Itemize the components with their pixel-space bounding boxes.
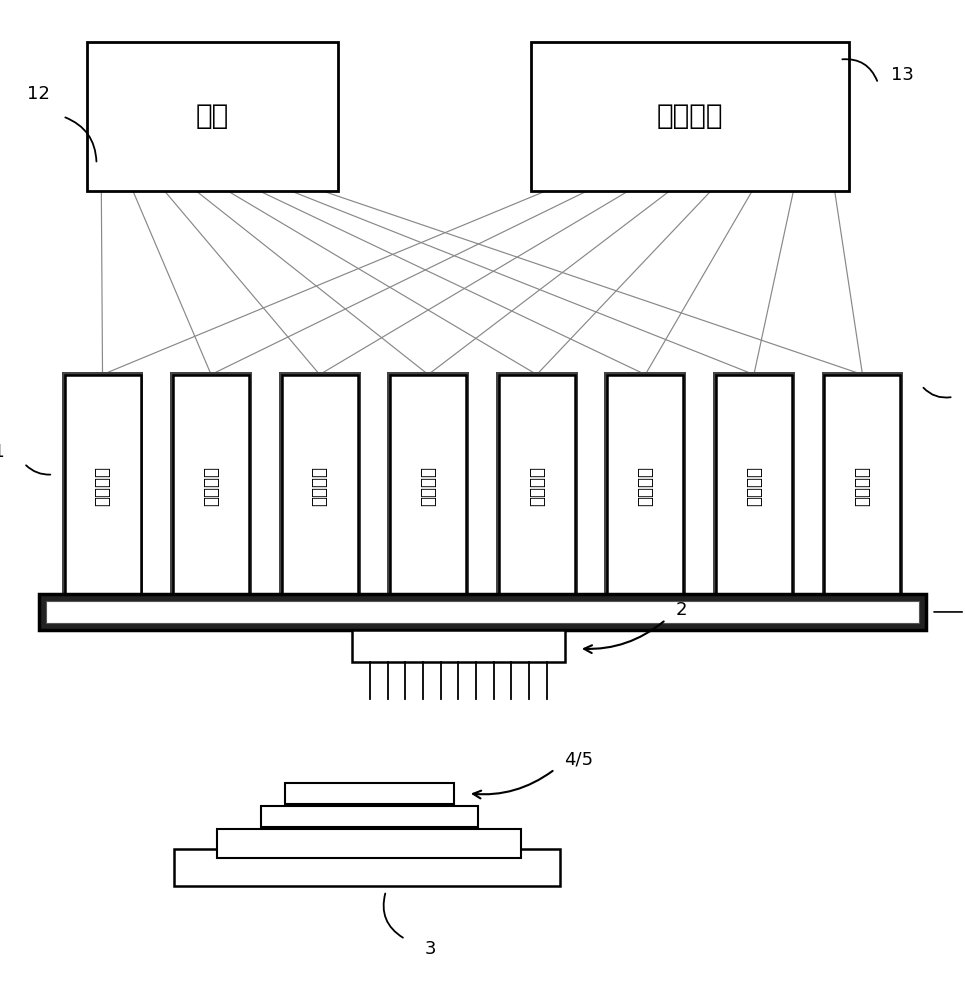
Text: 11: 11 [0, 443, 5, 461]
Text: 测试主机: 测试主机 [657, 102, 723, 130]
Bar [387, 372, 469, 599]
Bar [496, 372, 578, 599]
Bar [173, 375, 249, 596]
Text: 4/5: 4/5 [565, 751, 593, 769]
Text: 13: 13 [891, 66, 914, 84]
Bar [282, 375, 358, 596]
Bar [604, 372, 686, 599]
Text: 测试主板: 测试主板 [94, 466, 112, 506]
Text: 测试主板: 测试主板 [528, 466, 546, 506]
Bar [352, 630, 565, 662]
Bar [279, 372, 361, 599]
Bar [170, 372, 252, 599]
Bar [285, 783, 454, 804]
Bar [531, 42, 849, 191]
Bar [87, 42, 338, 191]
Text: 测试主板: 测试主板 [636, 466, 654, 506]
Text: 2: 2 [676, 601, 687, 619]
Bar [39, 594, 926, 630]
Bar [499, 375, 575, 596]
Text: 电源: 电源 [196, 102, 229, 130]
Text: 12: 12 [27, 85, 50, 103]
Bar [390, 375, 466, 596]
Text: 测试主板: 测试主板 [311, 466, 329, 506]
Bar [824, 375, 900, 596]
Bar [713, 372, 795, 599]
Text: 3: 3 [425, 940, 436, 958]
Text: 测试主板: 测试主板 [202, 466, 220, 506]
Bar [217, 829, 521, 858]
Bar [607, 375, 683, 596]
Bar [716, 375, 792, 596]
Bar [65, 375, 141, 596]
Text: 测试主板: 测试主板 [853, 466, 871, 506]
Bar [174, 849, 560, 886]
Text: 测试主板: 测试主板 [419, 466, 437, 506]
Bar [261, 806, 478, 827]
Text: 测试主板: 测试主板 [745, 466, 763, 506]
Bar [62, 372, 144, 599]
Bar [821, 372, 903, 599]
Bar [46, 601, 919, 623]
